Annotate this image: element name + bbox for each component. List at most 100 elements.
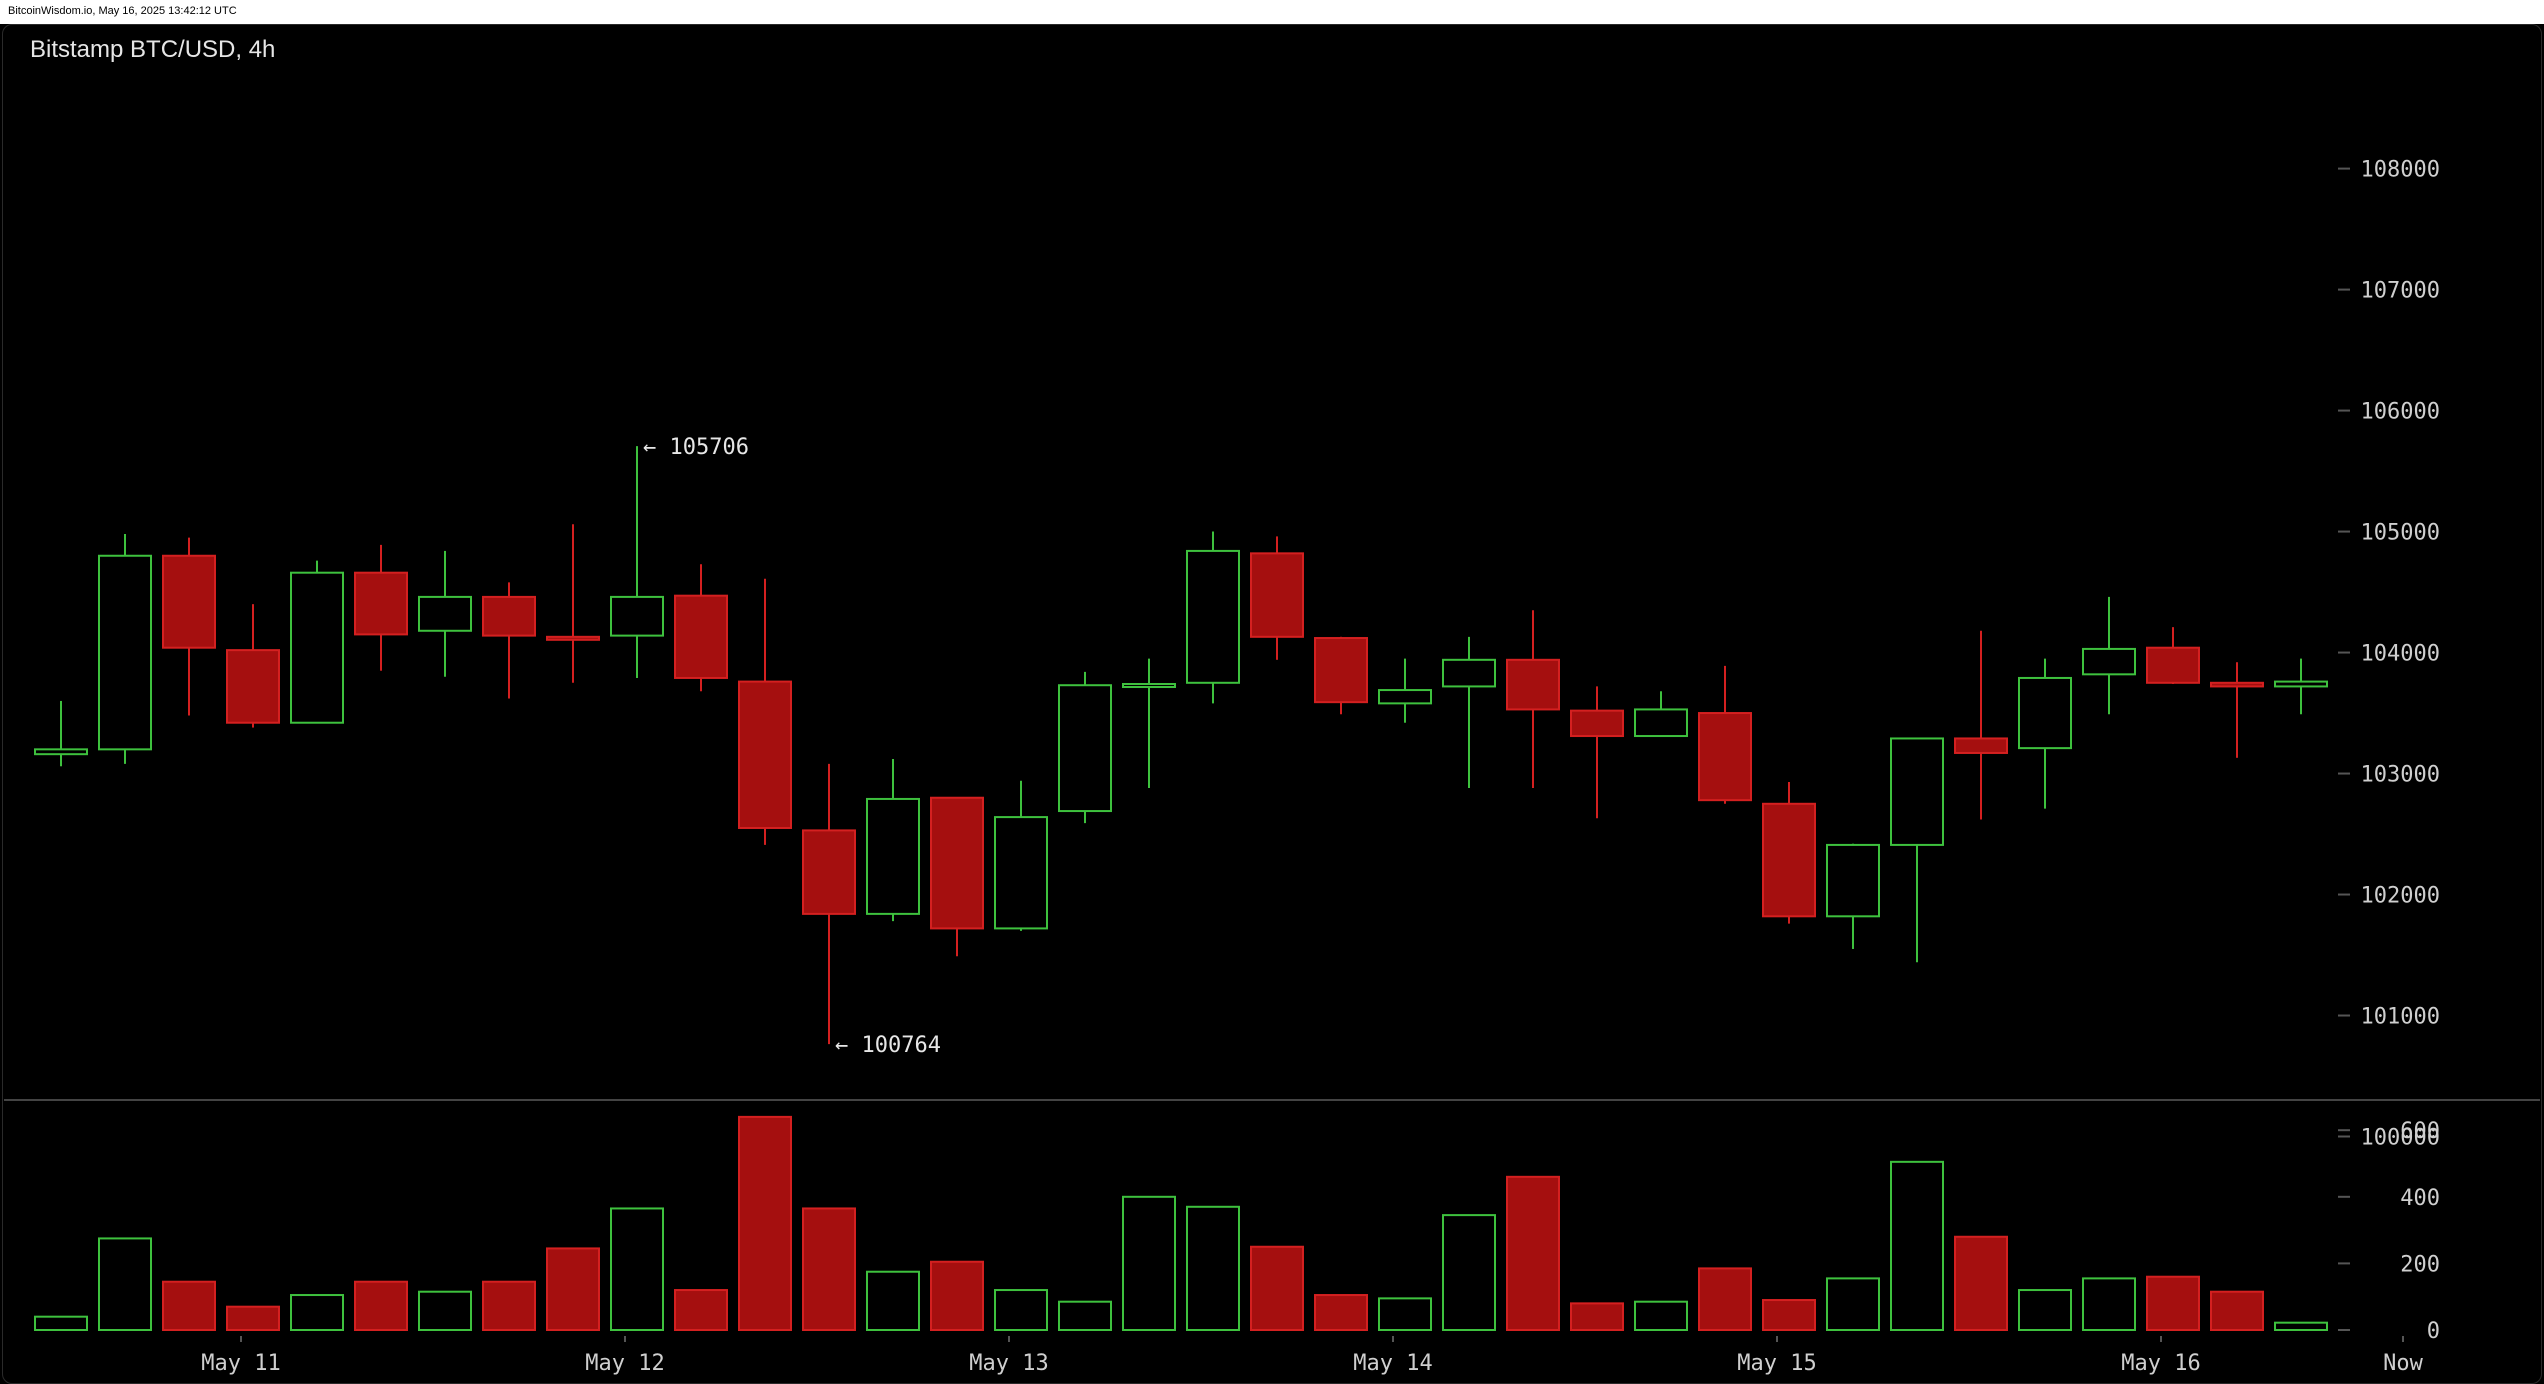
volume-bar-up — [1826, 1277, 1880, 1332]
price-tick-label: 102000 — [2361, 884, 2440, 909]
price-tick-label: 104000 — [2361, 642, 2440, 667]
volume-tick-label: 400 — [2400, 1186, 2440, 1211]
candle-body-up — [2082, 647, 2136, 676]
volume-bar-down — [1570, 1302, 1624, 1331]
source-stamp: BitcoinWisdom.io, May 16, 2025 13:42:12 … — [8, 5, 237, 17]
price-annotation: ← 105706 — [643, 435, 749, 460]
time-tick-label: May 12 — [585, 1351, 664, 1376]
volume-bar-up — [610, 1207, 664, 1331]
candle-body-down — [546, 635, 600, 641]
time-tick-label: May 16 — [2121, 1351, 2200, 1376]
volume-bar-down — [1250, 1245, 1304, 1331]
candle-body-down — [674, 594, 728, 679]
candle-body-up — [610, 595, 664, 637]
candle-body-down — [1698, 712, 1752, 802]
candle-body-down — [162, 554, 216, 649]
candle-body-up — [1186, 549, 1240, 684]
price-tick-label: 100000 — [2361, 1126, 2440, 1151]
candle-body-up — [1442, 658, 1496, 688]
candle-body-down — [1954, 737, 2008, 754]
time-tick-label: May 14 — [1353, 1351, 1432, 1376]
chart-title: Bitstamp BTC/USD, 4h — [30, 36, 276, 63]
candle-body-up — [1634, 708, 1688, 738]
volume-bar-down — [226, 1305, 280, 1331]
annotations: ← 105706 ← 100764 — [643, 435, 941, 1058]
volume-bar-down — [354, 1280, 408, 1331]
candle-body-down — [1250, 552, 1304, 638]
candle-body-down — [738, 680, 792, 829]
volume-bar-up — [1122, 1195, 1176, 1332]
volume-bar-down — [1314, 1294, 1368, 1332]
price-axis: 100000 101000 102000 103000 104000 105000 1060… — [2338, 158, 2440, 1151]
candle-body-up — [2018, 676, 2072, 750]
candle-body-down — [354, 571, 408, 636]
volume-bar-down — [482, 1280, 536, 1331]
volume-bar-down — [1954, 1235, 2008, 1332]
time-tick-label: May 11 — [201, 1351, 280, 1376]
candle-body-up — [866, 797, 920, 915]
volume-bar-up — [1634, 1300, 1688, 1331]
candle-body-up — [2274, 680, 2328, 688]
candle-body-up — [418, 595, 472, 632]
volume-bar-up — [1186, 1205, 1240, 1332]
source-stamp-bar: BitcoinWisdom.io, May 16, 2025 13:42:12 … — [0, 0, 2544, 24]
volume-bar-up — [2274, 1321, 2328, 1331]
volume-bar-up — [1442, 1214, 1496, 1331]
time-axis: May 11 May 12 May 13 May 14 May 15 May 16 Now — [201, 1336, 2424, 1376]
candle-body-up — [290, 571, 344, 724]
candle-body-down — [2146, 646, 2200, 684]
candle-body-down — [1506, 658, 1560, 711]
candle-body-down — [226, 649, 280, 724]
volume-bar-up — [98, 1237, 152, 1332]
volume-bar-up — [1378, 1297, 1432, 1331]
volume-bar-up — [418, 1290, 472, 1331]
volume-bar-down — [2146, 1275, 2200, 1331]
time-tick-label: Now — [2383, 1351, 2423, 1376]
volume-bar-down — [930, 1260, 984, 1331]
candle-body-down — [1570, 709, 1624, 738]
price-tick-label: 106000 — [2361, 400, 2440, 425]
price-tick-label: 108000 — [2361, 158, 2440, 183]
candle-body-down — [1314, 637, 1368, 704]
volume-bars — [34, 1115, 2328, 1332]
volume-bar-up — [866, 1270, 920, 1331]
volume-bar-up — [1890, 1160, 1944, 1331]
candle-body-up — [1058, 684, 1112, 813]
time-tick-label: May 15 — [1737, 1351, 1816, 1376]
volume-bar-up — [290, 1294, 344, 1332]
volume-bar-up — [1058, 1300, 1112, 1331]
volume-tick-label: 0 — [2427, 1319, 2440, 1344]
volume-bar-down — [802, 1207, 856, 1331]
volume-tick-label: 600 — [2400, 1119, 2440, 1144]
volume-bar-down — [674, 1289, 728, 1332]
volume-bar-down — [1698, 1267, 1752, 1332]
candle-body-up — [1122, 683, 1176, 689]
price-annotation: ← 100764 — [835, 1033, 941, 1058]
candle-body-down — [930, 796, 984, 930]
candle-body-down — [2210, 681, 2264, 688]
candle-body-down — [482, 595, 536, 637]
candle-body-down — [1762, 802, 1816, 918]
volume-axis: 0 200 400 600 — [2338, 1119, 2440, 1344]
price-tick-label: 107000 — [2361, 279, 2440, 304]
volume-bar-up — [34, 1315, 88, 1332]
price-tick-label: 105000 — [2361, 521, 2440, 546]
price-tick-label: 103000 — [2361, 763, 2440, 788]
volume-bar-up — [994, 1289, 1048, 1332]
candle-body-up — [1890, 737, 1944, 846]
candle-body-up — [994, 816, 1048, 930]
volume-bar-down — [1762, 1299, 1816, 1332]
candle-body-down — [802, 829, 856, 915]
volume-bar-down — [546, 1247, 600, 1332]
volume-bar-up — [2018, 1289, 2072, 1332]
volume-bar-down — [1506, 1175, 1560, 1331]
price-tick-label: 101000 — [2361, 1005, 2440, 1030]
candle-body-up — [1378, 689, 1432, 705]
volume-tick-label: 200 — [2400, 1252, 2440, 1277]
time-tick-label: May 13 — [969, 1351, 1048, 1376]
candle-body-up — [34, 748, 88, 756]
volume-bar-down — [2210, 1290, 2264, 1331]
candles — [34, 446, 2328, 1045]
candle-body-up — [1826, 843, 1880, 918]
